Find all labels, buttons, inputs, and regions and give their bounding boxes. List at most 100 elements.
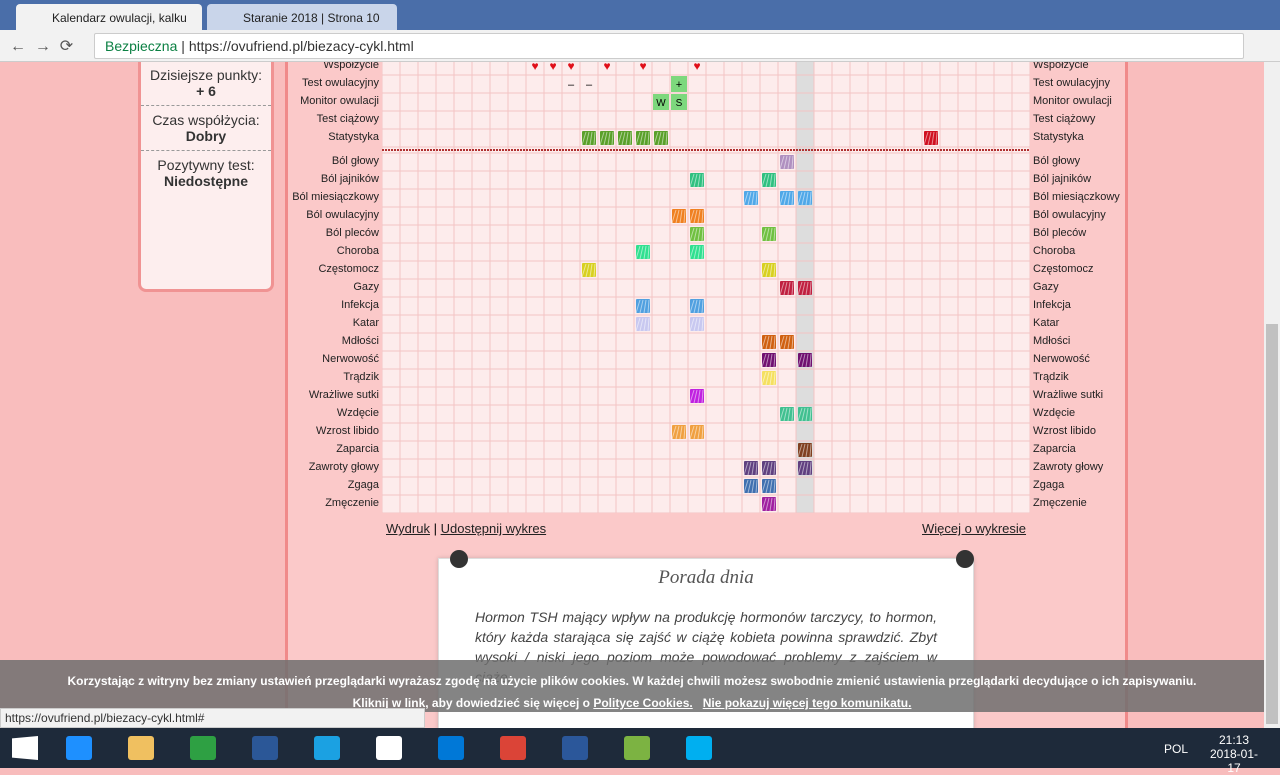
more-link[interactable]: Więcej o wykresie xyxy=(922,521,1027,536)
taskbar-icon[interactable] xyxy=(190,736,216,760)
symptom-mark xyxy=(761,461,776,476)
pin xyxy=(450,550,468,568)
symptom-mark xyxy=(797,353,812,368)
test-mark: – xyxy=(586,79,593,91)
symptom-mark xyxy=(689,173,704,188)
scribble xyxy=(773,497,776,512)
print-link[interactable]: Wydruk xyxy=(386,521,430,536)
scribble xyxy=(809,443,812,458)
taskbar-icon[interactable] xyxy=(66,736,92,760)
dismiss-link[interactable]: Nie pokazuj więcej tego komunikatu. xyxy=(702,696,912,710)
chart-links: Wydruk | Udostępnij wykres xyxy=(386,521,546,536)
item-value: Dobry xyxy=(185,128,227,144)
symptom-mark xyxy=(689,245,704,260)
taskbar-icon[interactable] xyxy=(376,736,402,760)
scribble xyxy=(769,263,773,278)
taskbar-icon[interactable] xyxy=(438,736,464,760)
taskbar-icon[interactable] xyxy=(624,736,650,760)
stat-mark xyxy=(653,131,668,146)
row-label: Choroba xyxy=(1033,245,1076,257)
scribble xyxy=(769,335,773,350)
scribble xyxy=(747,461,752,476)
symptom-mark xyxy=(635,317,650,332)
cycle-chart: ♥ ♥ ♥ ♥ ♥ ♥– – +W S xyxy=(382,62,1030,513)
taskbar: POL 21:13 2018-01-17 xyxy=(0,728,1280,775)
scribble xyxy=(769,173,773,188)
scribble xyxy=(773,461,776,476)
scribble xyxy=(743,191,749,206)
monitor-mark: W xyxy=(656,98,666,109)
page: Dzisiejsze punkty: + 6 Czas współżycia: Dob… xyxy=(0,62,1264,728)
clock[interactable]: 21:13 2018-01-17 xyxy=(1204,733,1264,775)
scribble xyxy=(805,281,809,296)
scribble xyxy=(801,461,806,476)
start-button[interactable] xyxy=(12,736,38,760)
scribble xyxy=(693,173,698,188)
row-label: Infekcja xyxy=(341,299,379,311)
address-bar[interactable]: Bezpieczna | https://ovufriend.pl/biezac… xyxy=(94,33,1244,59)
row-label: Gazy xyxy=(353,281,379,293)
scribble xyxy=(581,263,587,278)
policy-link[interactable]: Polityce Cookies. xyxy=(593,696,693,710)
tab-strip: Kalendarz owulacji, kalku Staranie 2018 … xyxy=(0,0,1280,30)
row-label: Gazy xyxy=(1033,281,1059,293)
scribble xyxy=(635,131,641,146)
taskbar-icon[interactable] xyxy=(128,736,154,760)
scribble xyxy=(761,353,767,368)
heart: ♥ xyxy=(531,62,538,73)
symptom-mark xyxy=(671,209,686,224)
symptom-mark xyxy=(761,353,776,368)
scribble xyxy=(589,131,593,146)
symptom-mark xyxy=(797,281,812,296)
scribble xyxy=(779,155,785,170)
row-label: Test ciążowy xyxy=(1033,113,1096,125)
scribble xyxy=(647,245,650,260)
scribble xyxy=(689,299,695,314)
row-label: Wzrost libido xyxy=(316,425,379,437)
scribble xyxy=(783,407,788,422)
stat-mark xyxy=(581,131,596,146)
row-label: Statystyka xyxy=(328,131,379,143)
scribble xyxy=(581,131,587,146)
scribble xyxy=(769,353,773,368)
symptom-mark xyxy=(779,281,794,296)
tab[interactable]: Kalendarz owulacji, kalku xyxy=(16,4,202,30)
row-label: Współżycie xyxy=(323,62,379,71)
scribble xyxy=(765,371,770,386)
share-link[interactable]: Udostępnij wykres xyxy=(440,521,547,536)
symptom-mark xyxy=(797,461,812,476)
scribble xyxy=(689,425,695,440)
tab[interactable]: Staranie 2018 | Strona 10 xyxy=(207,4,397,30)
nav-buttons[interactable]: ← → ⟳ xyxy=(10,38,74,55)
taskbar-icon[interactable] xyxy=(562,736,588,760)
symptom-mark xyxy=(689,209,704,224)
symptom-mark xyxy=(797,407,812,422)
scribble xyxy=(787,407,791,422)
taskbar-icon[interactable] xyxy=(252,736,278,760)
scribble xyxy=(769,227,773,242)
scribble xyxy=(593,263,596,278)
pin xyxy=(956,550,974,568)
taskbar-icon[interactable] xyxy=(500,736,526,760)
symptom-mark xyxy=(689,227,704,242)
scribble xyxy=(761,227,767,242)
scribble xyxy=(635,245,641,260)
item-label: Dzisiejsze punkty: xyxy=(149,67,263,83)
symptom-mark xyxy=(797,191,812,206)
row-label: Zgaga xyxy=(1033,479,1065,491)
scribble xyxy=(701,317,704,332)
scrollbar[interactable] xyxy=(1264,62,1280,728)
scribble xyxy=(697,299,701,314)
taskbar-icon[interactable] xyxy=(686,736,712,760)
scribble xyxy=(769,479,773,494)
taskbar-icon[interactable] xyxy=(314,736,340,760)
scribble xyxy=(639,245,644,260)
stat-mark xyxy=(617,131,632,146)
test-box xyxy=(671,76,687,92)
row-label: Mdłości xyxy=(1033,335,1071,347)
row-label: Zmęczenie xyxy=(325,497,379,509)
scribble xyxy=(797,407,803,422)
scribble xyxy=(783,281,788,296)
scribble xyxy=(693,389,698,404)
language[interactable]: POL xyxy=(1164,742,1189,756)
